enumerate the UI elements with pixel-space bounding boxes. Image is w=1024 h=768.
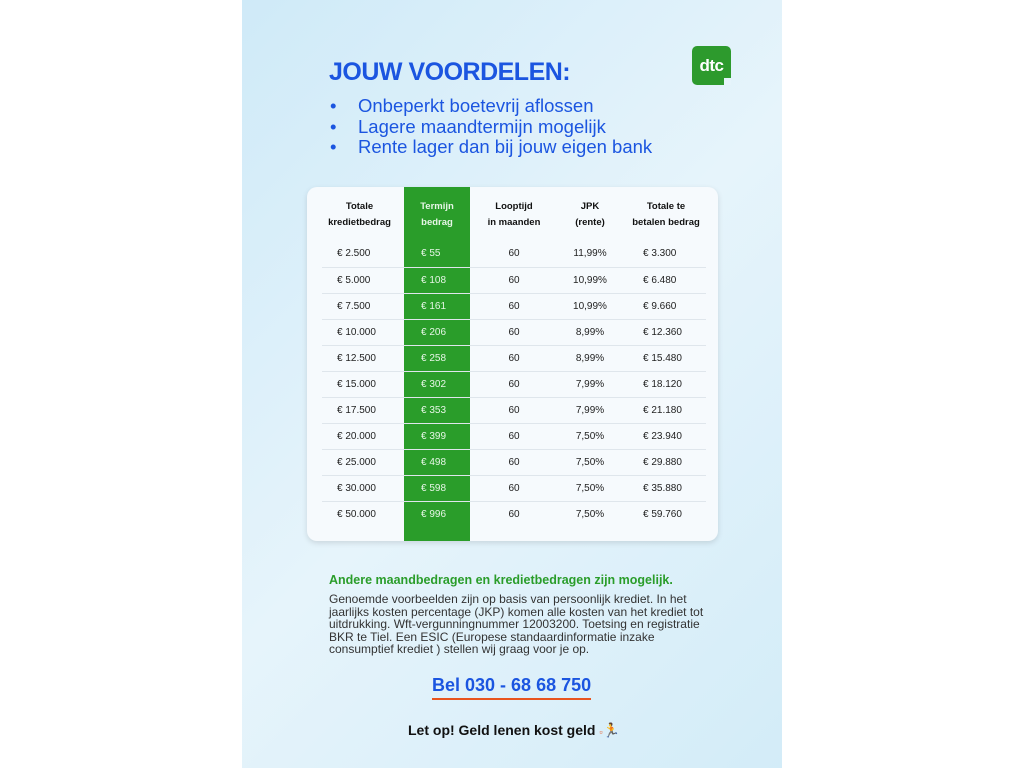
table-cell: 7,99% <box>575 405 605 416</box>
table-cell: 11,99% <box>573 248 607 259</box>
header-line: betalen bedrag <box>632 217 700 228</box>
table-cell: € 12.500 <box>337 353 376 364</box>
benefit-item: Rente lager dan bij jouw eigen bank <box>330 136 652 158</box>
table-row: € 50.000 € 996 60 7,50% € 59.760 <box>322 501 706 527</box>
table-cell: € 6.480 <box>643 275 677 286</box>
header-line: bedrag <box>421 217 453 228</box>
table-cell: € 7.500 <box>337 301 371 312</box>
column-header: Totale kredietbedrag <box>322 199 397 231</box>
column-header: Totale te betalen bedrag <box>626 199 706 231</box>
termijn-column-highlight <box>404 187 470 541</box>
header-line: Looptijd <box>495 201 533 212</box>
table-cell: € 18.120 <box>643 379 682 390</box>
table-cell: 60 <box>508 248 520 259</box>
table-cell: 60 <box>508 431 520 442</box>
table-cell: € 23.940 <box>643 431 682 442</box>
table-row: € 17.500 € 353 60 7,99% € 21.180 <box>322 397 706 423</box>
table-cell: € 10.000 <box>337 327 376 338</box>
column-header: JPK (rente) <box>560 199 620 231</box>
table-cell: 60 <box>508 353 520 364</box>
table-cell: 7,99% <box>575 379 605 390</box>
table-cell: € 399 <box>421 431 447 442</box>
table-cell: € 15.000 <box>337 379 376 390</box>
benefit-item: Lagere maandtermijn mogelijk <box>330 116 652 138</box>
table-cell: 10,99% <box>573 275 607 286</box>
table-cell: 60 <box>508 275 520 286</box>
warning-text: Let op! Geld lenen kost geld <box>408 722 596 738</box>
disclaimer: Genoemde voorbeelden zijn op basis van p… <box>329 592 704 657</box>
table-cell: € 29.880 <box>643 457 682 468</box>
table-cell: 7,50% <box>575 483 605 494</box>
table-row: € 5.000 € 108 60 10,99% € 6.480 <box>322 267 706 293</box>
table-cell: 60 <box>508 483 520 494</box>
table-cell: € 2.500 <box>337 248 371 259</box>
table-cell: € 108 <box>421 275 447 286</box>
table-cell: 60 <box>508 379 520 390</box>
table-cell: € 20.000 <box>337 431 376 442</box>
table-cell: € 996 <box>421 509 447 520</box>
table-cell: € 353 <box>421 405 447 416</box>
table-row: € 12.500 € 258 60 8,99% € 15.480 <box>322 345 706 371</box>
table-cell: 60 <box>508 301 520 312</box>
table-cell: € 498 <box>421 457 447 468</box>
table-cell: € 9.660 <box>643 301 677 312</box>
warning: Let op! Geld lenen kost geld ▫🏃 <box>408 722 620 739</box>
table-cell: € 50.000 <box>337 509 376 520</box>
table-cell: € 258 <box>421 353 447 364</box>
header-line: (rente) <box>575 217 605 228</box>
table-cell: € 161 <box>421 301 447 312</box>
table-cell: € 59.760 <box>643 509 682 520</box>
table-cell: € 17.500 <box>337 405 376 416</box>
running-person-icon: 🏃 <box>602 722 620 738</box>
table-cell: 60 <box>508 327 520 338</box>
table-cell: € 25.000 <box>337 457 376 468</box>
column-header: Termijn bedrag <box>404 199 470 231</box>
header-line: Totale <box>345 201 374 212</box>
table-row: € 25.000 € 498 60 7,50% € 29.880 <box>322 449 706 475</box>
note: Andere maandbedragen en kredietbedragen … <box>329 573 673 587</box>
table-cell: 7,50% <box>575 509 605 520</box>
column-header: Looptijd in maanden <box>474 199 554 231</box>
header-line: Termijn <box>420 201 454 212</box>
table-row: € 7.500 € 161 60 10,99% € 9.660 <box>322 293 706 319</box>
table-row: € 15.000 € 302 60 7,99% € 18.120 <box>322 371 706 397</box>
header-line: Totale te <box>646 201 686 212</box>
header-line: JPK <box>580 201 600 212</box>
walking-person-icon: ▫ <box>599 727 603 737</box>
table-cell: 7,50% <box>575 431 605 442</box>
header-line: in maanden <box>487 217 541 228</box>
phone-link[interactable]: Bel 030 - 68 68 750 <box>432 675 592 700</box>
benefits-list: Onbeperkt boetevrij aflossen Lagere maan… <box>330 95 652 158</box>
table-cell: € 302 <box>421 379 447 390</box>
table-cell: 7,50% <box>575 457 605 468</box>
table-cell: € 3.300 <box>643 248 677 259</box>
loan-table <box>307 187 718 541</box>
table-cell: € 12.360 <box>643 327 682 338</box>
table-row: € 30.000 € 598 60 7,50% € 35.880 <box>322 475 706 501</box>
table-cell: € 21.180 <box>643 405 682 416</box>
table-cell: € 35.880 <box>643 483 682 494</box>
page-title: JOUW VOORDELEN: <box>329 58 571 86</box>
table-cell: 8,99% <box>575 353 605 364</box>
table-row: € 2.500 € 55 60 11,99% € 3.300 <box>322 241 706 267</box>
benefit-item: Onbeperkt boetevrij aflossen <box>330 95 652 117</box>
table-cell: € 55 <box>421 248 441 259</box>
table-row: € 10.000 € 206 60 8,99% € 12.360 <box>322 319 706 345</box>
table-cell: € 15.480 <box>643 353 682 364</box>
table-cell: 60 <box>508 509 520 520</box>
dtc-logo: dtc <box>692 46 731 85</box>
table-row: € 20.000 € 399 60 7,50% € 23.940 <box>322 423 706 449</box>
table-cell: 60 <box>508 457 520 468</box>
header-line: kredietbedrag <box>328 217 391 228</box>
table-cell: € 206 <box>421 327 447 338</box>
table-cell: € 5.000 <box>337 275 371 286</box>
table-cell: € 30.000 <box>337 483 376 494</box>
table-cell: € 598 <box>421 483 447 494</box>
table-cell: 8,99% <box>575 327 605 338</box>
table-cell: 10,99% <box>573 301 607 312</box>
table-cell: 60 <box>508 405 520 416</box>
